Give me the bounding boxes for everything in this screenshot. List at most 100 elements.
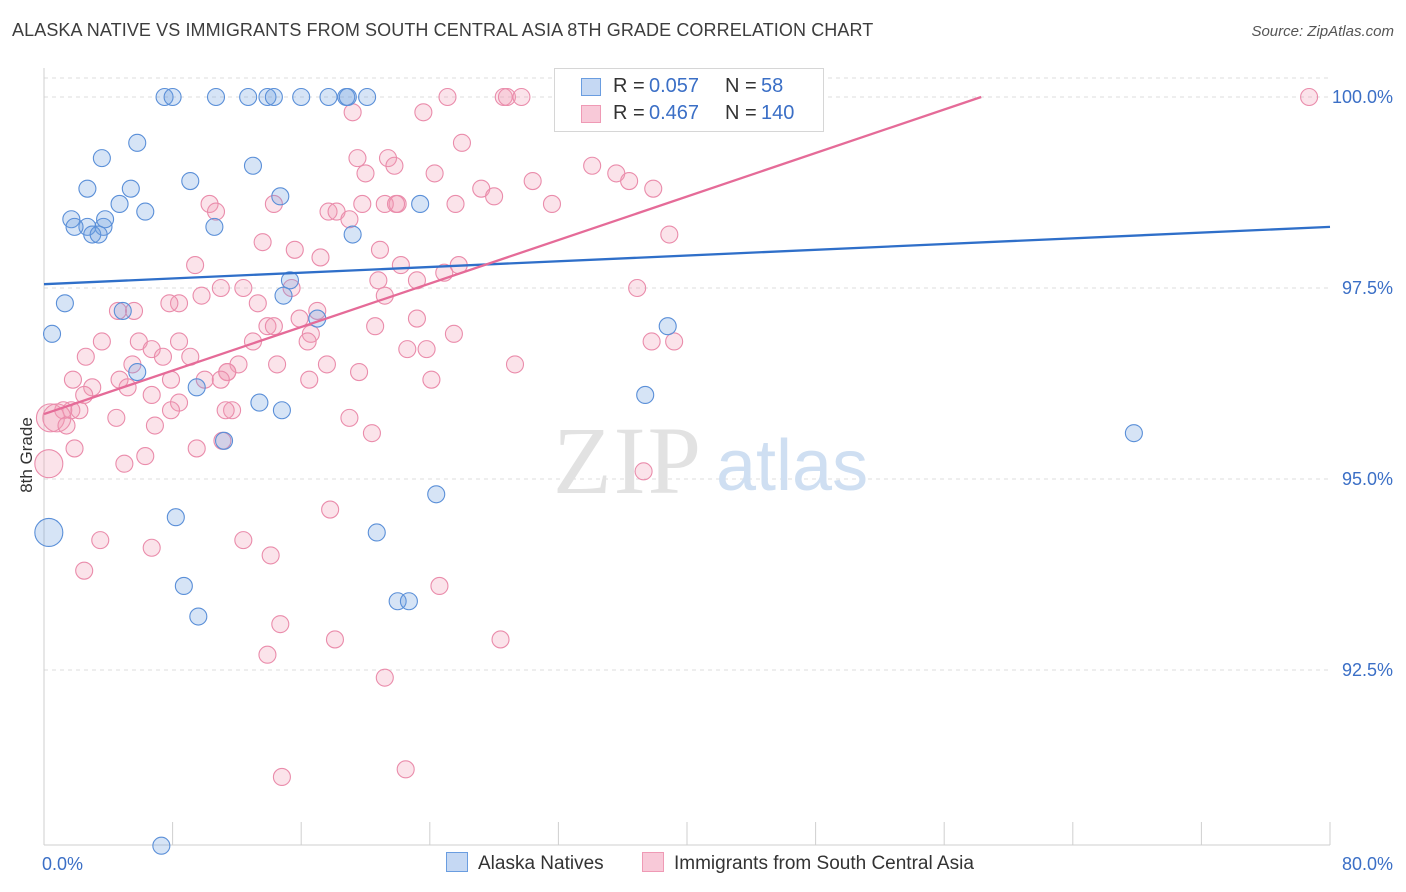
- point-immigrants: [356, 164, 375, 183]
- point-immigrants: [491, 630, 510, 649]
- y-tick-label: 100.0%: [1332, 87, 1393, 107]
- y-tick-label: 92.5%: [1342, 660, 1393, 680]
- x-tick-label: 80.0%: [1342, 854, 1393, 874]
- point-immigrants: [385, 156, 404, 175]
- point-immigrants: [223, 401, 242, 420]
- point-alaska-natives: [319, 87, 338, 107]
- point-immigrants: [348, 149, 367, 168]
- point-immigrants: [160, 294, 179, 313]
- tick-labels: 92.5% 95.0% 97.5% 100.0% 0.0% 80.0%: [42, 87, 1393, 874]
- point-alaska-natives: [174, 576, 193, 596]
- point-alaska-natives: [121, 179, 140, 198]
- point-immigrants: [298, 332, 317, 351]
- point-alaska-natives: [78, 179, 97, 198]
- point-immigrants: [115, 454, 134, 473]
- point-alaska-natives: [83, 225, 102, 244]
- point-immigrants: [169, 294, 189, 313]
- point-immigrants: [258, 317, 277, 336]
- point-alaska-natives: [272, 401, 291, 420]
- point-alaska-natives: [113, 301, 132, 320]
- x-tick-label: 0.0%: [42, 854, 83, 874]
- point-immigrants: [438, 87, 457, 107]
- point-immigrants: [92, 332, 111, 351]
- point-alaska-natives: [271, 187, 290, 206]
- point-immigrants: [187, 439, 206, 458]
- point-immigrants: [268, 355, 287, 374]
- point-immigrants: [366, 317, 385, 336]
- axes: [43, 68, 1331, 846]
- point-alaska-natives: [274, 286, 293, 305]
- point-immigrants: [91, 531, 110, 550]
- watermark-atlas: atlas: [716, 426, 868, 506]
- point-alaska-natives: [1124, 424, 1143, 443]
- point-immigrants: [665, 332, 684, 351]
- point-immigrants: [63, 370, 82, 389]
- point-alaska-natives: [34, 517, 64, 548]
- point-immigrants: [634, 462, 653, 481]
- point-immigrants: [321, 500, 340, 519]
- point-alaska-natives: [658, 317, 677, 336]
- point-alaska-natives: [65, 217, 84, 236]
- point-immigrants: [628, 278, 647, 298]
- point-immigrants: [142, 538, 161, 557]
- point-immigrants: [206, 202, 226, 221]
- point-immigrants: [398, 340, 417, 359]
- point-immigrants: [512, 87, 531, 107]
- point-immigrants: [234, 531, 253, 550]
- point-immigrants: [142, 385, 161, 405]
- point-immigrants: [620, 171, 639, 191]
- point-immigrants: [542, 194, 562, 214]
- point-alaska-natives: [258, 87, 277, 107]
- point-immigrants: [216, 401, 235, 420]
- point-immigrants: [248, 294, 267, 313]
- point-alaska-natives: [55, 294, 74, 313]
- trend-line-alaska-natives: [43, 225, 1331, 286]
- point-immigrants: [234, 278, 253, 298]
- y-tick-label: 95.0%: [1342, 469, 1393, 489]
- legend-box: R = 0.057 N = 58 R = 0.467 N = 140: [554, 68, 824, 132]
- point-immigrants: [192, 286, 211, 305]
- point-immigrants: [425, 164, 444, 183]
- point-alaska-natives: [92, 149, 111, 168]
- point-immigrants: [253, 233, 272, 252]
- point-immigrants: [264, 317, 283, 336]
- point-immigrants: [497, 87, 517, 107]
- bottom-legend-label: Immigrants from South Central Asia: [674, 853, 974, 874]
- point-alaska-natives: [206, 87, 226, 107]
- point-immigrants: [258, 645, 277, 664]
- point-alaska-natives: [411, 194, 430, 214]
- point-immigrants: [211, 278, 230, 298]
- chart-source: Source: ZipAtlas.com: [1251, 23, 1394, 40]
- point-alaska-natives: [189, 607, 208, 626]
- point-immigrants: [446, 194, 465, 214]
- point-immigrants: [391, 256, 410, 275]
- point-immigrants: [34, 449, 64, 479]
- bottom-legend-swatch-pink: [642, 852, 664, 872]
- point-alaska-natives: [427, 485, 446, 504]
- point-immigrants: [300, 370, 319, 389]
- watermark: ZIP atlas: [553, 407, 868, 514]
- y-axis-label: 8th Grade: [17, 417, 36, 493]
- point-immigrants: [642, 332, 661, 351]
- legend-n-label: N =: [725, 75, 757, 97]
- point-immigrants: [396, 760, 415, 779]
- legend-r-value: 0.467: [649, 102, 700, 124]
- point-alaska-natives: [264, 87, 283, 107]
- point-immigrants: [169, 332, 189, 351]
- point-immigrants: [75, 561, 94, 580]
- point-alaska-natives: [636, 385, 655, 405]
- point-immigrants: [108, 301, 127, 320]
- point-immigrants: [118, 378, 137, 397]
- point-immigrants: [325, 630, 345, 649]
- grid-lines: [44, 77, 1330, 671]
- point-immigrants: [340, 210, 359, 229]
- point-immigrants: [350, 362, 369, 382]
- point-alaska-natives: [343, 225, 362, 244]
- point-alaska-natives: [250, 393, 269, 412]
- point-immigrants: [57, 416, 76, 435]
- bottom-legend-immigrants: Immigrants from South Central Asia: [642, 852, 974, 875]
- point-immigrants: [340, 408, 359, 427]
- legend-n-value: 58: [761, 75, 784, 97]
- point-alaska-natives: [181, 171, 200, 191]
